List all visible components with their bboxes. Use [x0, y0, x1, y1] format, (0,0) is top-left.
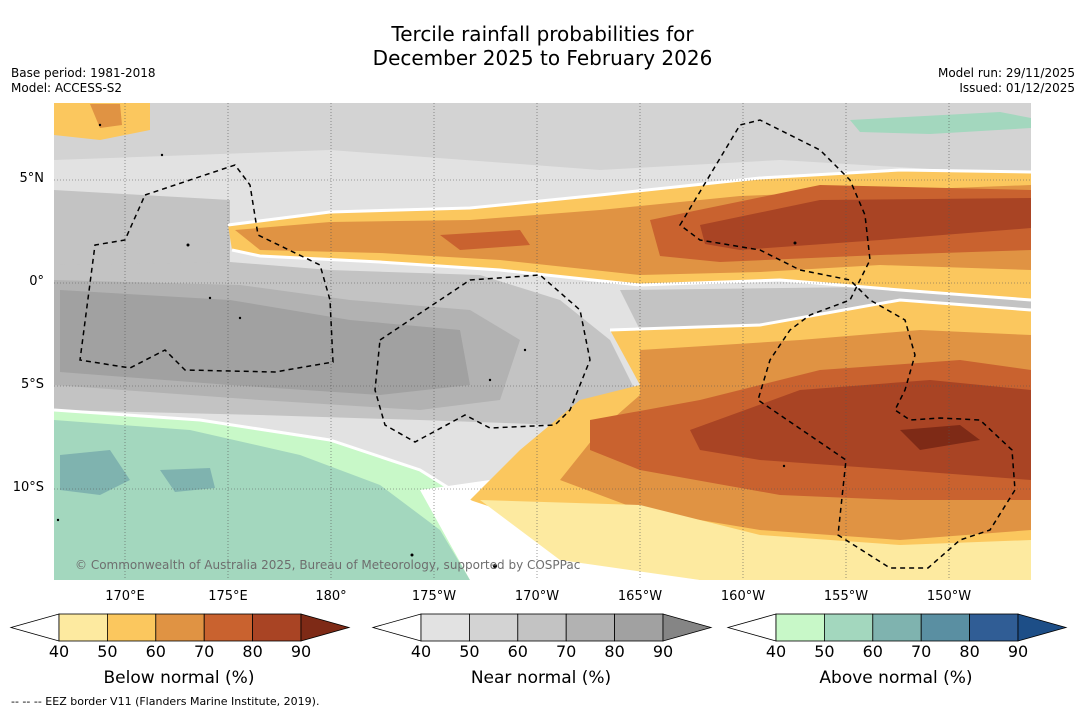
lat-label-10s: 10°S — [12, 480, 44, 495]
colorbar-tick-label: 40 — [765, 642, 787, 661]
colorbar-min-arrow — [371, 613, 422, 642]
colorbar-tick-label: 90 — [652, 642, 674, 661]
colorbar-tick-label: 70 — [556, 642, 577, 661]
lon-label-175w: 175°W — [411, 589, 457, 604]
colorbar-max-arrow — [1017, 613, 1068, 642]
above-normal-zone-70 — [60, 450, 130, 495]
lat-label-0: 0° — [29, 274, 44, 289]
below-normal-south-80 — [690, 380, 1031, 480]
base-period-label: Base period: 1981-2018 — [11, 66, 156, 80]
above-normal-zone-60 — [54, 420, 470, 580]
lon-label-180: 180° — [315, 589, 347, 604]
contour-north-upper — [227, 168, 1031, 227]
colorbar-segment — [775, 613, 825, 642]
colorbar-tick-label: 60 — [145, 642, 166, 661]
below-normal-north-80 — [700, 198, 1031, 250]
colorbar-title-above: Above normal (%) — [819, 668, 973, 688]
colorbar-title-near: Near normal (%) — [470, 668, 612, 688]
colorbar-segment — [107, 613, 157, 642]
title-line-1: Tercile rainfall probabilities for — [391, 22, 694, 46]
colorbar-segment — [468, 613, 519, 642]
colorbar-min-arrow — [726, 613, 777, 642]
lon-label-160w: 160°W — [720, 589, 766, 604]
colorbar-min-arrow — [9, 613, 60, 642]
colorbar-segment — [614, 613, 664, 642]
colorbar-segment — [252, 613, 302, 642]
colorbar-tick-label: 40 — [48, 642, 70, 661]
colorbar-tick-label: 80 — [242, 642, 263, 661]
colorbar-tick-label: 50 — [814, 642, 835, 661]
model-run-label: Model run: 29/11/2025 — [937, 66, 1075, 80]
contour-north-lower — [231, 248, 1031, 302]
colorbar-near-normal — [371, 613, 713, 642]
colorbar-above-normal — [726, 613, 1068, 642]
colorbar-segment — [920, 613, 971, 642]
lat-label-5n: 5°N — [19, 171, 45, 186]
colorbar-below-normal — [9, 613, 351, 642]
lon-label-170w: 170°W — [514, 589, 560, 604]
colorbar-tick-label: 90 — [290, 642, 312, 661]
colorbar-segment — [565, 613, 616, 642]
gridlines — [54, 103, 1031, 580]
below-normal-north-70a — [440, 230, 530, 250]
near-normal-band-north — [54, 103, 1031, 175]
eez-footnote: -- -- -- EEZ border V11 (Flanders Marine… — [11, 695, 320, 708]
colorbar-tick-label: 60 — [507, 642, 528, 661]
colorbar-segment — [58, 613, 108, 642]
colorbar-segment — [969, 613, 1019, 642]
above-normal-northeast — [850, 112, 1031, 134]
lon-label-170e: 170°E — [105, 589, 145, 604]
colorbar-segment — [203, 613, 253, 642]
model-label: Model: ACCESS-S2 — [11, 81, 123, 95]
colorbar-segment — [824, 613, 874, 642]
title-line-2: December 2025 to February 2026 — [372, 46, 713, 70]
colorbar-tick-label: 50 — [97, 642, 118, 661]
issued-label: Issued: 01/12/2025 — [959, 81, 1075, 95]
below-normal-northwest-60 — [90, 104, 122, 128]
near-normal-zone-80 — [60, 290, 470, 395]
lon-label-150w: 150°W — [926, 589, 972, 604]
colorbar-tick-label: 60 — [862, 642, 883, 661]
lon-label-155w: 155°W — [823, 589, 869, 604]
colorbar-max-arrow — [662, 613, 713, 642]
colorbar-tick-label: 80 — [604, 642, 625, 661]
lon-label-175e: 175°E — [208, 589, 248, 604]
eez-borders — [79, 119, 1016, 569]
below-normal-south-90 — [900, 425, 980, 450]
colorbar-segment — [517, 613, 567, 642]
colorbar-tick-label: 90 — [1007, 642, 1029, 661]
islands — [56, 123, 797, 568]
colorbar-tick-label: 70 — [911, 642, 932, 661]
lat-label-5s: 5°S — [20, 377, 44, 392]
colorbar-tick-label: 50 — [459, 642, 480, 661]
below-normal-south-40 — [480, 500, 1031, 580]
colorbar-tick-label: 70 — [194, 642, 215, 661]
colorbar-tick-label: 80 — [959, 642, 980, 661]
colorbar-tick-label: 40 — [410, 642, 432, 661]
contour-green — [54, 408, 562, 580]
near-normal-band-west — [54, 190, 230, 270]
above-normal-zone-70b — [160, 468, 215, 492]
map-fields — [54, 103, 1031, 580]
colorbar-segment — [872, 613, 922, 642]
colorbar-max-arrow — [300, 613, 351, 642]
lon-label-165w: 165°W — [617, 589, 663, 604]
colorbar-segment — [155, 613, 205, 642]
colorbar-title-below: Below normal (%) — [103, 668, 255, 688]
colorbar-segment — [420, 613, 470, 642]
copyright-credit: © Commonwealth of Australia 2025, Bureau… — [75, 558, 581, 572]
contour-south-upper — [609, 298, 1031, 332]
